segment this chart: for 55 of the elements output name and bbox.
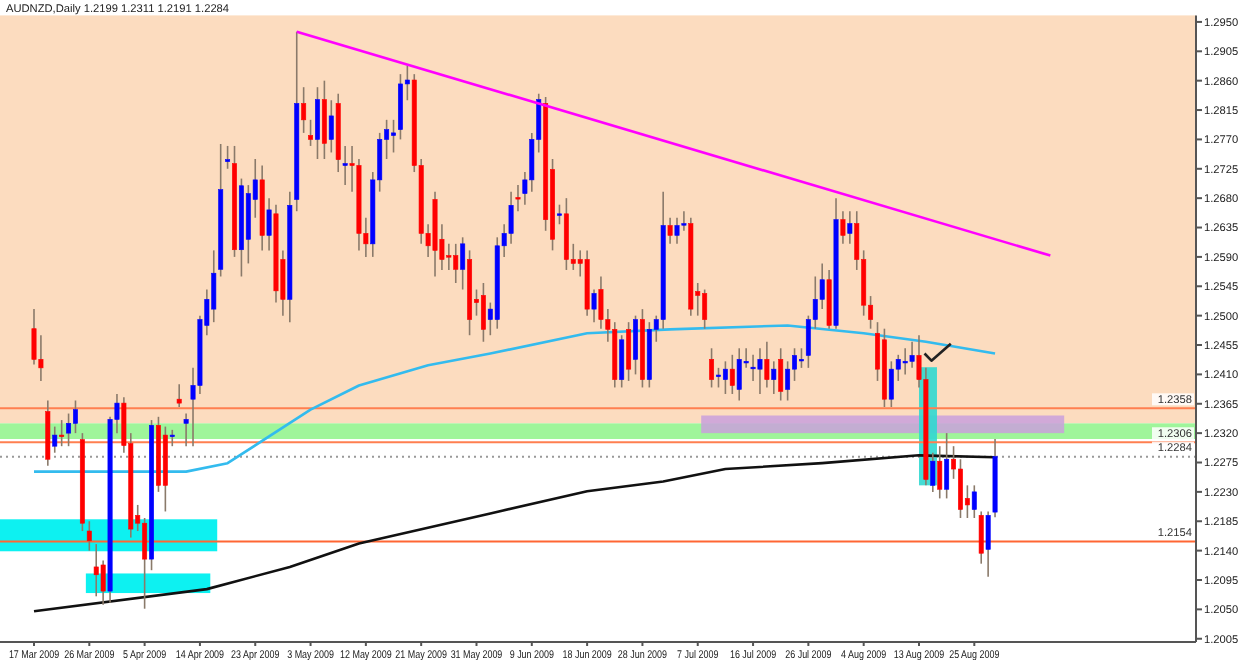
candlestick — [460, 236, 466, 291]
candlestick — [453, 243, 459, 284]
candlestick — [716, 367, 721, 389]
candlestick — [557, 203, 562, 226]
candlestick — [702, 288, 708, 330]
candlestick — [674, 216, 680, 245]
candlestick — [398, 73, 403, 141]
candlestick — [888, 360, 894, 408]
candlestick — [792, 347, 797, 382]
line-series — [32, 324, 997, 473]
candlestick — [909, 340, 915, 369]
candlestick — [321, 79, 327, 160]
candlestick — [799, 347, 804, 369]
candlestick — [771, 360, 777, 395]
candlestick — [709, 347, 715, 389]
candlestick — [86, 520, 92, 552]
candlestick — [826, 269, 832, 330]
candlestick — [764, 340, 770, 389]
candlestick — [169, 429, 175, 447]
candlestick — [391, 119, 396, 154]
candlestick — [840, 210, 846, 245]
candlestick — [315, 86, 320, 160]
candlestick — [563, 197, 569, 271]
candlestick — [757, 347, 763, 395]
candlestick — [225, 145, 231, 170]
candlestick — [73, 399, 78, 434]
candlestick — [480, 282, 486, 343]
candlestick — [902, 347, 908, 376]
candlestick — [729, 354, 735, 395]
candlestick — [308, 119, 313, 147]
candlestick — [847, 210, 853, 245]
candlestick — [736, 347, 742, 402]
candlestick — [944, 432, 950, 500]
candlestick — [45, 399, 51, 467]
candlestick — [66, 412, 72, 447]
candlestick — [59, 419, 65, 447]
candlestick — [52, 425, 58, 454]
candlestick — [750, 354, 756, 382]
line-series — [32, 454, 997, 613]
candlestick — [667, 216, 673, 245]
candlestick — [633, 314, 638, 376]
candlestick — [785, 360, 791, 402]
candlestick — [626, 321, 632, 382]
candlestick — [937, 445, 943, 500]
candlestick — [958, 458, 963, 519]
candlestick — [619, 334, 625, 389]
candlestick — [328, 99, 334, 154]
candlestick — [446, 243, 452, 271]
candlestick — [93, 543, 99, 598]
candlestick — [722, 360, 728, 395]
candlestick — [778, 347, 784, 402]
candlestick — [301, 86, 307, 134]
candlestick — [176, 383, 182, 408]
candlestick — [971, 484, 977, 519]
candlestick — [591, 288, 597, 323]
